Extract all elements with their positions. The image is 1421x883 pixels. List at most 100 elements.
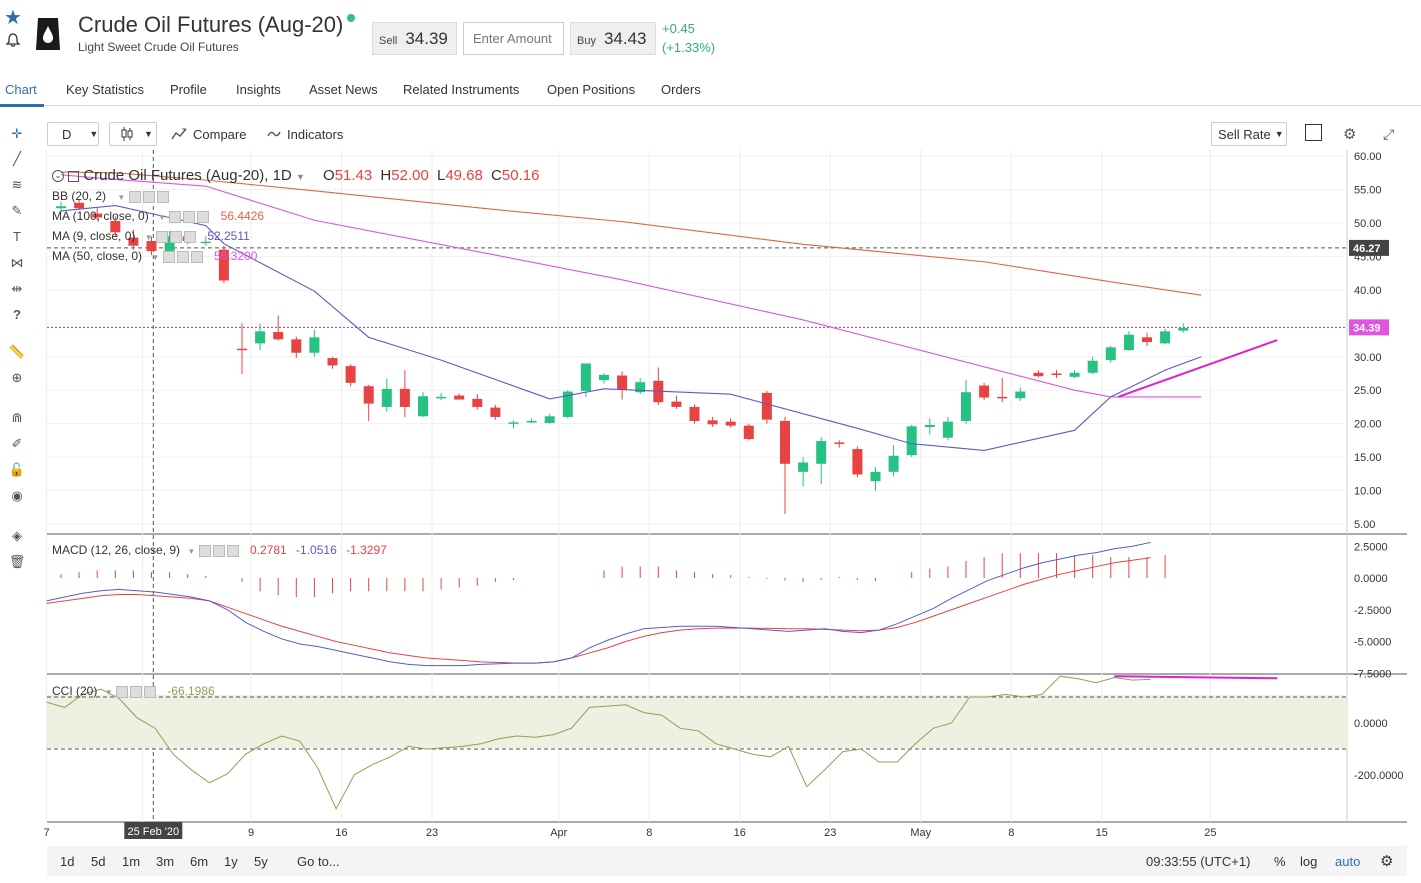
price-axis-label: 40.00 [1354, 285, 1382, 297]
high-value: 52.00 [391, 167, 429, 184]
tab-key-statistics[interactable]: Key Statistics [66, 82, 145, 97]
sell-button[interactable]: Sell 34.39 [372, 22, 457, 55]
indicator-visibility-icon[interactable] [115, 685, 128, 698]
help-icon[interactable]: ? [13, 307, 21, 322]
indicator-remove-icon[interactable] [226, 544, 239, 557]
cci-legend: CCI (20) ▼ -66.1986 [52, 684, 215, 698]
collapse-legend-icon[interactable]: ⌄ [52, 170, 64, 183]
trash-icon[interactable]: 🗑 [8, 554, 26, 569]
expand-icon[interactable]: ⤢ [1383, 125, 1395, 142]
range-1d[interactable]: 1d [60, 854, 75, 869]
rate-select[interactable]: Sell Rate ▼ [1211, 122, 1287, 146]
log-scale-toggle[interactable]: log [1300, 854, 1318, 869]
tab-insights[interactable]: Insights [236, 82, 281, 97]
candle-body [490, 407, 501, 417]
hide-legend-icon[interactable] [68, 170, 80, 182]
range-1y[interactable]: 1y [224, 854, 238, 869]
indicator-settings-icon[interactable] [212, 544, 225, 557]
lock-icon[interactable]: 🔓 [8, 462, 26, 477]
zoom-icon[interactable]: ⊕ [11, 370, 23, 385]
candle-body [309, 337, 320, 353]
indicator-settings-icon[interactable] [176, 250, 189, 263]
indicator-settings-icon[interactable] [129, 685, 142, 698]
chevron-down-icon[interactable]: ▼ [295, 172, 305, 182]
cci-axis-label: 0.0000 [1354, 718, 1388, 730]
indicator-remove-icon[interactable] [143, 685, 156, 698]
star-icon[interactable]: ★ [4, 7, 22, 29]
pencil-lock-icon[interactable]: ✐ [11, 436, 23, 451]
macd-axis-label: -7.5000 [1354, 668, 1391, 680]
eye-icon[interactable]: ◉ [11, 488, 23, 503]
indicator-visibility-icon[interactable] [198, 544, 211, 557]
ma50-label: MA (50, close, 0) [52, 249, 143, 263]
indicator-remove-icon[interactable] [197, 210, 210, 223]
range-5d[interactable]: 5d [91, 854, 106, 869]
tab-asset-news[interactable]: Asset News [309, 82, 378, 97]
settings-gear-icon[interactable]: ⚙ [1380, 853, 1394, 870]
low-value: 49.68 [445, 167, 483, 184]
bb-legend: BB (20, 2) ▼ [52, 189, 171, 203]
amount-input[interactable] [463, 22, 564, 55]
candle-body [291, 339, 302, 353]
percent-scale-toggle[interactable]: % [1274, 854, 1286, 869]
text-icon[interactable]: T [13, 229, 21, 244]
tab-profile[interactable]: Profile [170, 82, 207, 97]
indicators-button[interactable]: Indicators [267, 122, 343, 146]
tab-chart[interactable]: Chart [5, 82, 37, 97]
instrument-title: Crude Oil Futures (Aug-20) [78, 12, 344, 37]
range-6m[interactable]: 6m [190, 854, 209, 869]
candle-body [870, 471, 881, 482]
tab-open-positions[interactable]: Open Positions [547, 82, 636, 97]
indicator-remove-icon[interactable] [156, 190, 169, 203]
price-chart[interactable]: 2.5000 0.0000 -2.5000 -5.0000 -7.5000 0.0000… [0, 150, 1421, 845]
layers-icon[interactable]: ◈ [12, 528, 22, 543]
range-5y[interactable]: 5y [254, 854, 268, 869]
indicator-visibility-icon[interactable] [128, 190, 141, 203]
macd-signal-line [46, 557, 1151, 664]
candle-body [562, 391, 573, 417]
compare-button[interactable]: Compare [171, 122, 246, 146]
indicator-remove-icon[interactable] [183, 230, 196, 243]
close-value: 50.16 [501, 167, 540, 184]
trend-line-icon[interactable]: ╱ [13, 151, 21, 166]
bell-icon[interactable] [5, 32, 21, 48]
indicator-settings-icon[interactable] [142, 190, 155, 203]
buy-button[interactable]: Buy 34.43 [570, 22, 656, 55]
macd-axis-label: 0.0000 [1354, 573, 1388, 585]
fullscreen-toggle-icon[interactable] [1305, 124, 1322, 141]
interval-select[interactable]: D ▼ [47, 122, 99, 146]
chevron-down-icon[interactable]: ▼ [144, 233, 153, 242]
indicator-settings-icon[interactable] [183, 210, 196, 223]
chevron-down-icon[interactable]: ▼ [158, 213, 166, 222]
fib-icon[interactable]: ≋ [11, 177, 23, 192]
indicator-visibility-icon[interactable] [162, 250, 175, 263]
indicator-visibility-icon[interactable] [169, 210, 182, 223]
auto-scale-toggle[interactable]: auto [1335, 854, 1361, 869]
macd-signal-value: -1.3297 [346, 543, 387, 557]
settings-gear-icon[interactable]: ⚙ [1343, 126, 1357, 143]
indicator-remove-icon[interactable] [190, 250, 203, 263]
indicator-settings-icon[interactable] [169, 230, 182, 243]
ma100-label: MA (100, close, 0) [52, 209, 149, 223]
chevron-down-icon[interactable]: ▼ [187, 547, 196, 556]
price-axis-label: 20.00 [1354, 419, 1382, 431]
range-3m[interactable]: 3m [156, 854, 175, 869]
chart-type-select[interactable]: ▼ [109, 122, 157, 146]
crosshair-icon[interactable]: ✛ [11, 126, 23, 141]
macd-axis-label: 2.5000 [1354, 541, 1388, 553]
tab-related-instruments[interactable]: Related Instruments [403, 82, 520, 97]
indicator-visibility-icon[interactable] [155, 230, 168, 243]
chevron-down-icon[interactable]: ▼ [151, 253, 160, 262]
ruler-icon[interactable]: 📏 [8, 344, 26, 359]
candle-body [1105, 347, 1116, 361]
brush-icon[interactable]: ✎ [11, 203, 23, 218]
range-1m[interactable]: 1m [122, 854, 141, 869]
pattern-icon[interactable]: ⋈ [10, 255, 24, 270]
candle-body [454, 395, 465, 400]
chevron-down-icon[interactable]: ▼ [117, 193, 126, 202]
magnet-icon[interactable]: ⋒ [11, 410, 23, 425]
measure-icon[interactable]: ⇹ [11, 281, 23, 296]
goto-date-button[interactable]: Go to... [297, 854, 340, 869]
tab-orders[interactable]: Orders [661, 82, 701, 97]
chevron-down-icon[interactable]: ▼ [104, 688, 113, 697]
